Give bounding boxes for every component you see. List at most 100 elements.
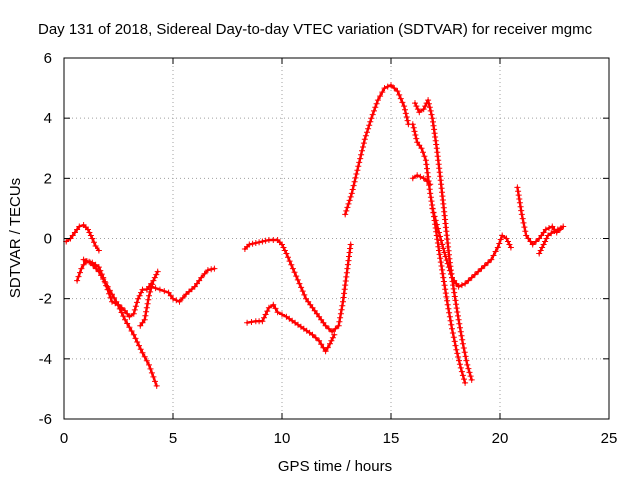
data-point-marker (542, 226, 549, 233)
data-series (148, 265, 218, 305)
data-point-marker (89, 235, 96, 242)
data-point-marker (454, 309, 461, 315)
data-point-marker (111, 294, 118, 301)
data-point-marker (424, 178, 430, 185)
data-point-marker (327, 340, 333, 347)
data-point-marker (350, 182, 357, 189)
data-point-marker (361, 136, 368, 143)
data-point-marker (427, 107, 434, 114)
data-series (412, 97, 475, 383)
data-point-marker (410, 124, 417, 131)
data-point-marker (179, 294, 186, 301)
x-axis-label: GPS time / hours (278, 458, 392, 475)
data-point-marker (475, 268, 482, 275)
data-point-marker (440, 278, 447, 285)
chart-title: Day 131 of 2018, Sidereal Day-to-day VTE… (38, 21, 593, 38)
data-point-marker (529, 241, 536, 248)
y-tick-label: 0 (44, 231, 52, 248)
data-point-marker (349, 186, 356, 193)
data-point-marker (399, 99, 406, 106)
data-point-marker (143, 308, 150, 315)
data-point-marker (465, 277, 472, 284)
data-series (514, 184, 567, 248)
data-point-marker (414, 172, 421, 179)
data-point-marker (443, 257, 450, 264)
data-point-marker (459, 372, 466, 379)
data-point-marker (402, 110, 409, 117)
data-point-marker (463, 357, 470, 364)
data-point-marker (346, 197, 353, 204)
data-point-marker (176, 298, 183, 305)
data-point-marker (148, 283, 155, 290)
data-point-marker (211, 265, 218, 272)
data-point-marker (451, 293, 458, 300)
data-point-marker (130, 310, 137, 317)
data-point-marker (208, 266, 215, 273)
data-point-marker (533, 238, 539, 245)
data-point-marker (468, 274, 475, 281)
data-point-marker (377, 93, 384, 100)
data-point-marker (198, 274, 205, 281)
data-point-marker (124, 320, 131, 327)
data-point-marker (344, 261, 351, 268)
data-point-marker (447, 317, 454, 324)
data-point-marker (346, 253, 352, 260)
data-point-marker (102, 279, 109, 286)
data-point-marker (259, 318, 266, 325)
data-point-marker (141, 353, 148, 360)
data-point-marker (391, 85, 398, 92)
data-point-marker (436, 247, 442, 254)
data-point-marker (318, 341, 325, 348)
data-series (536, 225, 564, 257)
data-point-marker (485, 259, 491, 266)
data-point-marker (165, 289, 172, 296)
data-point-marker (409, 175, 416, 182)
data-point-marker (170, 295, 176, 302)
data-point-marker (442, 286, 449, 293)
data-point-marker (409, 121, 416, 128)
data-point-marker (252, 240, 259, 246)
data-point-marker (468, 376, 475, 383)
data-point-marker (366, 122, 373, 129)
data-point-marker (429, 205, 436, 212)
data-point-marker (154, 268, 161, 275)
data-point-marker (153, 271, 160, 278)
data-point-marker (397, 95, 404, 102)
data-point-marker (342, 211, 349, 218)
data-point-marker (444, 260, 451, 267)
data-point-marker (338, 306, 345, 313)
y-tick-label: -4 (39, 351, 52, 368)
data-point-marker (357, 155, 364, 162)
data-point-marker (459, 340, 466, 347)
data-point-marker (345, 200, 352, 207)
data-point-marker (331, 331, 338, 338)
data-point-marker (316, 337, 323, 344)
data-point-marker (437, 259, 444, 266)
data-point-marker (452, 342, 459, 349)
data-point-marker (518, 207, 525, 214)
data-point-marker (359, 147, 365, 154)
data-point-marker (464, 361, 471, 368)
data-point-marker (455, 312, 461, 319)
data-point-marker (481, 262, 488, 269)
data-point-marker (462, 379, 469, 386)
data-point-marker (322, 348, 329, 355)
data-point-marker (384, 83, 391, 90)
data-point-marker (445, 305, 452, 312)
data-point-marker (373, 100, 380, 107)
data-point-marker (337, 314, 344, 321)
data-point-marker (365, 125, 372, 132)
data-point-marker (381, 85, 388, 92)
data-point-marker (322, 322, 329, 329)
data-point-marker (358, 151, 365, 158)
data-point-marker (122, 316, 128, 323)
x-tick-label: 0 (60, 430, 68, 447)
data-point-marker (296, 280, 303, 287)
x-tick-label: 25 (601, 430, 618, 447)
x-tick-label: 20 (492, 430, 509, 447)
data-point-marker (433, 141, 440, 148)
data-point-marker (351, 178, 358, 185)
data-point-marker (440, 245, 447, 252)
data-point-marker (147, 365, 154, 372)
data-point-marker (411, 128, 418, 135)
